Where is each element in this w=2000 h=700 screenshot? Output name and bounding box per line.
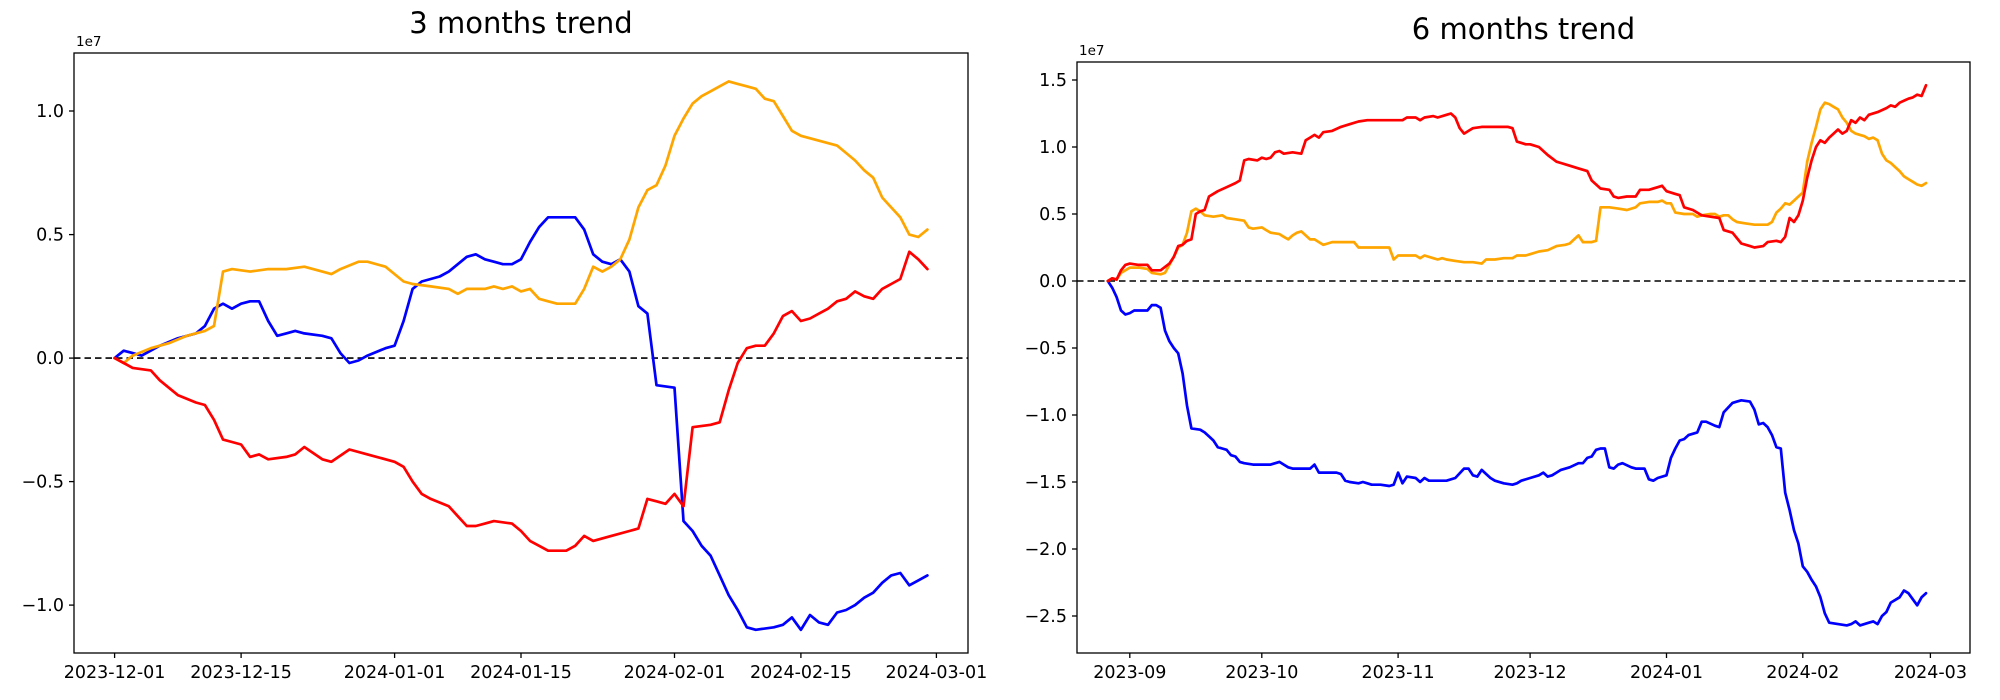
- y-axis-offset-text: 1e7: [1079, 43, 1104, 59]
- y-tick-label: −0.5: [1025, 339, 1068, 359]
- chart-0: 2023-12-01 2023-12-15 2024-01-01 2024-01-15…: [22, 34, 988, 683]
- chart-1: 2023-09 2023-10 2023-11 2023-12 2024-01 2024-…: [1025, 43, 1971, 683]
- series-line-red: [1106, 83, 1928, 283]
- x-tick-label: 2024-01-01: [344, 663, 446, 683]
- x-tick-label: 2024-03: [1894, 663, 1967, 683]
- x-tick-label: 2024-01-15: [470, 663, 572, 683]
- chart-title-6-months: 6 months trend: [1411, 12, 1636, 46]
- y-tick-label: 0.5: [36, 226, 64, 246]
- y-tick-label: 1.5: [1039, 71, 1067, 91]
- x-tick-label: 2023-12: [1494, 663, 1567, 683]
- x-tick-label: 2024-01: [1630, 663, 1703, 683]
- y-tick-label: 0.0: [36, 349, 64, 369]
- y-tick-label: −1.0: [1025, 406, 1068, 426]
- x-tick-label: 2024-02-15: [750, 663, 852, 683]
- x-tick-label: 2024-02-01: [624, 663, 726, 683]
- x-tick-label: 2023-09: [1093, 663, 1166, 683]
- y-tick-label: 1.0: [36, 102, 64, 122]
- x-tick-label: 2024-03-01: [886, 663, 988, 683]
- x-tick-label: 2023-12-15: [190, 663, 292, 683]
- chart-title-3-months: 3 months trend: [409, 6, 633, 40]
- axes-frame: [1076, 61, 1971, 654]
- axes-frame: [73, 52, 969, 654]
- y-tick-label: 0.0: [1039, 272, 1067, 292]
- x-tick-label: 2024-02: [1766, 663, 1839, 683]
- series-line-orange: [113, 80, 929, 365]
- y-tick-label: −1.0: [22, 596, 65, 616]
- y-tick-label: −1.5: [1025, 473, 1068, 493]
- x-tick-label: 2023-11: [1362, 663, 1435, 683]
- y-tick-label: −2.0: [1025, 540, 1068, 560]
- y-tick-label: −0.5: [22, 473, 65, 493]
- x-tick-label: 2023-10: [1225, 663, 1298, 683]
- series-line-red: [113, 250, 929, 553]
- series-line-blue: [1106, 279, 1928, 627]
- y-tick-label: −2.5: [1025, 607, 1068, 627]
- series-line-blue: [113, 215, 929, 632]
- y-tick-label: 1.0: [1039, 138, 1067, 158]
- y-axis-offset-text: 1e7: [76, 34, 101, 50]
- x-tick-label: 2023-12-01: [64, 663, 166, 683]
- series-line-orange: [1106, 101, 1928, 283]
- y-tick-label: 0.5: [1039, 205, 1067, 225]
